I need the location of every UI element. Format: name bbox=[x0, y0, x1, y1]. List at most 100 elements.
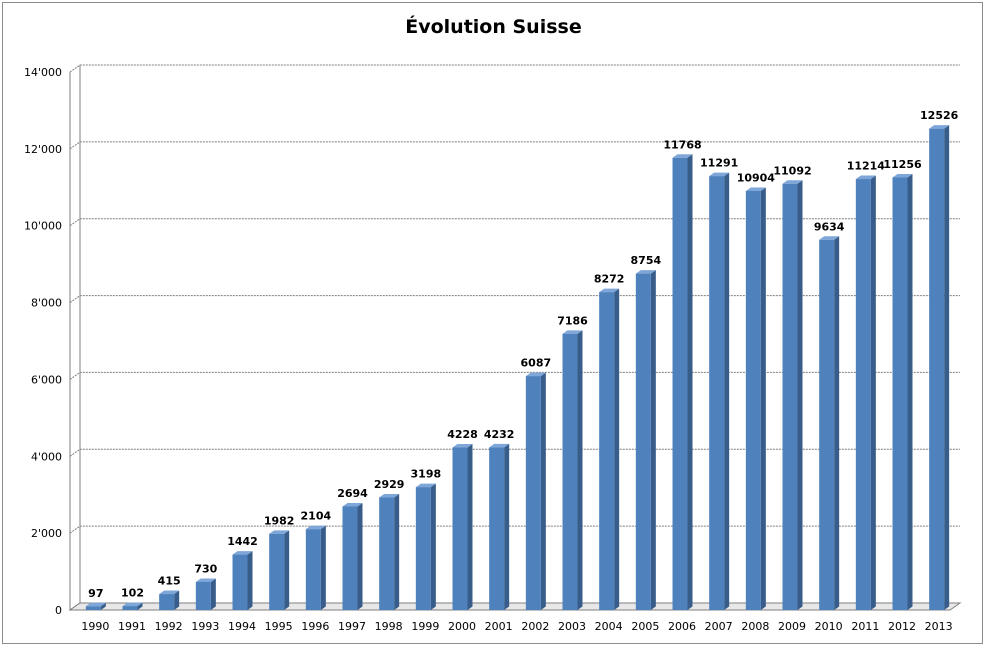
bar bbox=[562, 330, 583, 610]
bar-top bbox=[635, 270, 656, 274]
data-label: 4232 bbox=[484, 428, 515, 441]
bar-top bbox=[562, 330, 583, 334]
bar-top bbox=[85, 602, 106, 607]
bar-side bbox=[907, 173, 913, 610]
bar-top bbox=[159, 590, 180, 595]
x-tick-label: 2010 bbox=[815, 620, 843, 633]
bar-side bbox=[614, 288, 620, 610]
bar-front bbox=[232, 554, 248, 610]
bar-top bbox=[855, 175, 876, 180]
bar-top bbox=[672, 154, 693, 158]
bar-front bbox=[342, 506, 358, 610]
axes bbox=[68, 65, 962, 611]
data-label: 3198 bbox=[411, 468, 442, 481]
bar-front bbox=[929, 128, 945, 610]
data-label: 1442 bbox=[227, 535, 258, 548]
bar-front bbox=[305, 529, 321, 610]
bar-front bbox=[855, 179, 871, 610]
x-tick-label: 2013 bbox=[925, 620, 953, 633]
bar-top bbox=[819, 236, 840, 240]
x-tick-label: 1998 bbox=[375, 620, 403, 633]
x-tick-label: 2008 bbox=[741, 620, 769, 633]
bar-front bbox=[525, 376, 541, 610]
x-tick-label: 1997 bbox=[338, 620, 366, 633]
data-label: 8272 bbox=[594, 273, 625, 286]
x-tick-label: 2012 bbox=[888, 620, 916, 633]
y-tick-labels: 0 2'000 4'000 6'000 8'000 10'000 12'000 14'000 bbox=[24, 66, 62, 617]
data-label: 102 bbox=[121, 587, 144, 600]
bar-front bbox=[745, 190, 761, 610]
bar-front bbox=[892, 177, 908, 610]
bar bbox=[855, 175, 876, 610]
bar-side bbox=[504, 443, 510, 610]
chart-title: Évolution Suisse bbox=[405, 16, 582, 38]
bar bbox=[342, 502, 363, 610]
data-label: 6087 bbox=[521, 357, 552, 370]
data-label: 1982 bbox=[264, 514, 295, 527]
bar-front bbox=[635, 273, 651, 610]
bar bbox=[929, 125, 950, 611]
bar-side bbox=[467, 444, 473, 610]
x-tick-label: 1992 bbox=[155, 620, 183, 633]
bar-top bbox=[122, 602, 143, 607]
bar-side bbox=[540, 372, 546, 610]
data-label: 11214 bbox=[847, 160, 886, 173]
bar bbox=[415, 483, 436, 610]
bar-top bbox=[745, 187, 766, 191]
bar-side bbox=[687, 154, 693, 610]
bar-side bbox=[724, 172, 730, 610]
data-label: 8754 bbox=[631, 254, 662, 267]
data-label: 11291 bbox=[700, 157, 738, 170]
bar-front bbox=[599, 292, 615, 610]
bar bbox=[122, 602, 143, 610]
bar-top bbox=[489, 443, 510, 448]
bar bbox=[599, 288, 620, 610]
data-label: 10904 bbox=[737, 171, 776, 184]
x-tick-label: 1991 bbox=[118, 620, 146, 633]
bar-top bbox=[599, 288, 620, 293]
bar-side bbox=[210, 578, 216, 610]
bar-top bbox=[269, 530, 290, 534]
data-label: 2929 bbox=[374, 478, 405, 491]
y-tick-label: 12'000 bbox=[24, 143, 62, 156]
bar-side bbox=[100, 602, 106, 610]
y-tick-label: 8'000 bbox=[31, 297, 62, 310]
bar-top bbox=[379, 493, 400, 498]
bar-front bbox=[269, 533, 285, 610]
bar-top bbox=[195, 578, 216, 582]
bar bbox=[269, 530, 290, 610]
y-tick-label: 0 bbox=[55, 604, 62, 617]
bar-front bbox=[672, 157, 688, 610]
bar bbox=[635, 270, 656, 610]
bar-side bbox=[357, 502, 363, 610]
bar-top bbox=[232, 551, 253, 555]
data-label: 9634 bbox=[814, 220, 845, 233]
data-label: 11092 bbox=[773, 164, 811, 177]
y-tick-label: 10'000 bbox=[24, 220, 62, 233]
bar bbox=[195, 578, 216, 610]
bar bbox=[525, 372, 546, 610]
bar bbox=[232, 551, 253, 610]
bar-side bbox=[247, 551, 253, 610]
x-tick-label: 1990 bbox=[81, 620, 109, 633]
bar-side bbox=[320, 525, 326, 610]
bar-top bbox=[709, 172, 730, 177]
bar-side bbox=[834, 236, 840, 610]
bar-front bbox=[782, 183, 798, 610]
bar-front bbox=[709, 176, 725, 610]
data-label: 7186 bbox=[557, 314, 588, 327]
x-tick-label: 2002 bbox=[521, 620, 549, 633]
data-label: 2104 bbox=[301, 510, 332, 523]
data-labels: 97 102 415 730 1442 1982 2104 2694 2929 3198 4228 4… bbox=[88, 109, 958, 600]
x-tick-labels: 1990 1991 1992 1993 1994 1995 1996 1997 1998 1999… bbox=[81, 620, 952, 633]
data-label: 730 bbox=[194, 562, 217, 575]
bar-top bbox=[452, 444, 473, 448]
bar bbox=[489, 443, 510, 610]
bar-front bbox=[562, 333, 578, 610]
x-tick-label: 2009 bbox=[778, 620, 806, 633]
bar bbox=[452, 444, 473, 610]
data-label: 2694 bbox=[337, 487, 368, 500]
x-tick-label: 2001 bbox=[485, 620, 513, 633]
bar bbox=[159, 590, 180, 610]
